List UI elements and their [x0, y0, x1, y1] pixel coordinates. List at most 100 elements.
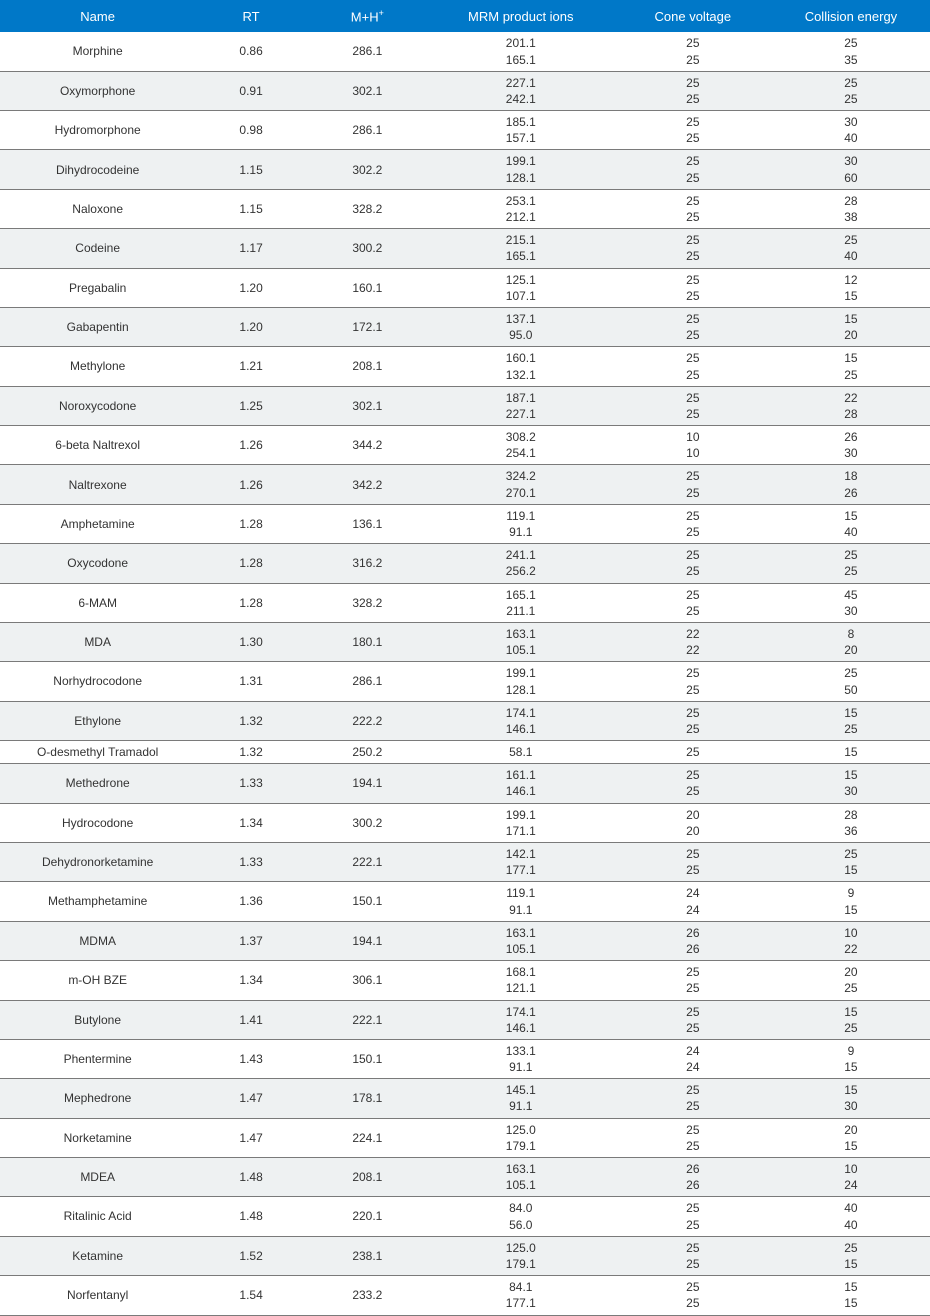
cell-mh: 208.1	[307, 1158, 428, 1197]
cell-name: Butylone	[0, 1000, 195, 1039]
cell-rt: 0.86	[195, 32, 307, 71]
cell-rt: 1.20	[195, 307, 307, 346]
cell-mrm: 185.1157.1	[428, 111, 614, 150]
cell-cv: 2222	[614, 622, 772, 661]
table-row: Pregabalin1.20160.1125.1107.125251215	[0, 268, 930, 307]
cell-name: MDMA	[0, 921, 195, 960]
cell-name: Mephedrone	[0, 1079, 195, 1118]
cell-mrm: 119.191.1	[428, 882, 614, 921]
cell-cv: 2525	[614, 111, 772, 150]
table-row: MDA1.30180.1163.1105.12222820	[0, 622, 930, 661]
cell-ce: 2515	[772, 843, 930, 882]
cell-ce: 1530	[772, 764, 930, 803]
cell-mrm: 163.1105.1	[428, 622, 614, 661]
cell-rt: 1.34	[195, 961, 307, 1000]
table-row: Hydrocodone1.34300.2199.1171.120202836	[0, 803, 930, 842]
cell-mrm: 253.1212.1	[428, 189, 614, 228]
cell-cv: 2020	[614, 803, 772, 842]
cell-mrm: 84.1177.1	[428, 1276, 614, 1315]
cell-ce: 1022	[772, 921, 930, 960]
cell-rt: 1.28	[195, 544, 307, 583]
cell-name: Morphine	[0, 32, 195, 71]
cell-cv: 2525	[614, 268, 772, 307]
cell-name: MDA	[0, 622, 195, 661]
cell-cv: 2525	[614, 1118, 772, 1157]
cell-cv: 2525	[614, 583, 772, 622]
cell-cv: 2525	[614, 347, 772, 386]
table-row: Oxycodone1.28316.2241.1256.225252525	[0, 544, 930, 583]
table-row: Noroxycodone1.25302.1187.1227.125252228	[0, 386, 930, 425]
cell-rt: 1.36	[195, 882, 307, 921]
cell-name: Methylone	[0, 347, 195, 386]
cell-rt: 1.28	[195, 504, 307, 543]
table-row: Codeine1.17300.2215.1165.125252540	[0, 229, 930, 268]
cell-mh: 222.1	[307, 1000, 428, 1039]
table-row: Butylone1.41222.1174.1146.125251525	[0, 1000, 930, 1039]
table-row: Oxymorphone0.91302.1227.1242.125252525	[0, 71, 930, 110]
cell-mrm: 227.1242.1	[428, 71, 614, 110]
cell-mh: 342.2	[307, 465, 428, 504]
cell-cv: 2525	[614, 465, 772, 504]
cell-cv: 2525	[614, 764, 772, 803]
cell-mrm: 133.191.1	[428, 1039, 614, 1078]
table-body: Morphine0.86286.1201.1165.1 2525 2535Oxymo…	[0, 32, 930, 1315]
cell-name: Norfentanyl	[0, 1276, 195, 1315]
cell-cv: 2525	[614, 843, 772, 882]
cell-ce: 2015	[772, 1118, 930, 1157]
cell-name: Norhydrocodone	[0, 662, 195, 701]
cell-name: 6-beta Naltrexol	[0, 426, 195, 465]
cell-ce: 1024	[772, 1158, 930, 1197]
cell-cv: 2525	[614, 961, 772, 1000]
cell-ce: 2535	[772, 32, 930, 71]
table-row: Mephedrone1.47178.1145.191.125251530	[0, 1079, 930, 1118]
cell-ce: 1530	[772, 1079, 930, 1118]
cell-mh: 150.1	[307, 882, 428, 921]
cell-ce: 2525	[772, 544, 930, 583]
col-header-cv: Cone voltage	[614, 0, 772, 32]
cell-name: Norketamine	[0, 1118, 195, 1157]
table-row: Ritalinic Acid1.48220.184.056.025254040	[0, 1197, 930, 1236]
cell-mh: 233.2	[307, 1276, 428, 1315]
cell-rt: 1.32	[195, 741, 307, 764]
cell-rt: 1.48	[195, 1158, 307, 1197]
cell-cv: 1010	[614, 426, 772, 465]
cell-mrm: 161.1146.1	[428, 764, 614, 803]
cell-mrm: 308.2254.1	[428, 426, 614, 465]
cell-rt: 0.91	[195, 71, 307, 110]
cell-rt: 1.21	[195, 347, 307, 386]
table-row: Amphetamine1.28136.1119.191.125251540	[0, 504, 930, 543]
cell-name: m-OH BZE	[0, 961, 195, 1000]
cell-cv: 2626	[614, 1158, 772, 1197]
cell-cv: 2525	[614, 544, 772, 583]
cell-mrm: 163.1105.1	[428, 1158, 614, 1197]
cell-name: 6-MAM	[0, 583, 195, 622]
cell-ce: 1515	[772, 1276, 930, 1315]
cell-ce: 3040	[772, 111, 930, 150]
cell-ce: 1525	[772, 347, 930, 386]
cell-rt: 1.54	[195, 1276, 307, 1315]
cell-name: Methamphetamine	[0, 882, 195, 921]
cell-rt: 1.48	[195, 1197, 307, 1236]
cell-ce: 4530	[772, 583, 930, 622]
cell-ce: 820	[772, 622, 930, 661]
cell-mh: 286.1	[307, 32, 428, 71]
cell-ce: 1215	[772, 268, 930, 307]
cell-cv: 2525	[614, 229, 772, 268]
table-row: Naltrexone1.26342.2324.2270.125251826	[0, 465, 930, 504]
cell-cv: 2525	[614, 150, 772, 189]
cell-rt: 1.26	[195, 465, 307, 504]
table-row: Gabapentin1.20172.1137.195.025251520	[0, 307, 930, 346]
cell-name: MDEA	[0, 1158, 195, 1197]
cell-ce: 915	[772, 1039, 930, 1078]
table-row: Norfentanyl1.54233.284.1177.125251515	[0, 1276, 930, 1315]
col-header-name: Name	[0, 0, 195, 32]
cell-rt: 1.15	[195, 189, 307, 228]
cell-cv: 2525	[614, 701, 772, 740]
cell-mh: 222.2	[307, 701, 428, 740]
cell-mrm: 199.1128.1	[428, 662, 614, 701]
table-row: O-desmethyl Tramadol1.32250.258.12515	[0, 741, 930, 764]
cell-name: Naloxone	[0, 189, 195, 228]
cell-cv: 2626	[614, 921, 772, 960]
cell-mrm: 201.1165.1	[428, 32, 614, 71]
cell-mh: 328.2	[307, 189, 428, 228]
